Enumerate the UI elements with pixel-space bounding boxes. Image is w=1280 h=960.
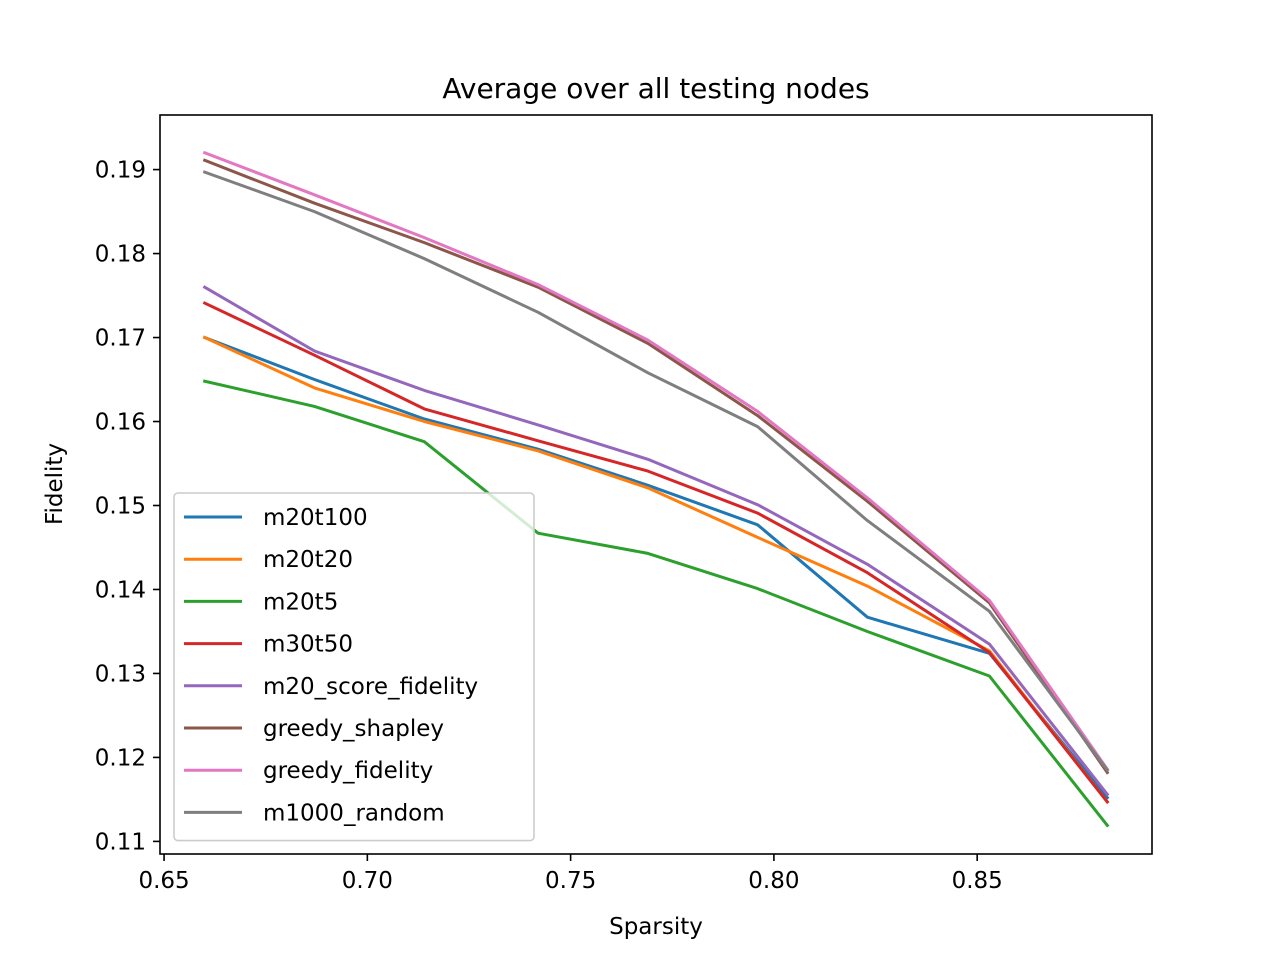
legend-label: m1000_random	[263, 800, 445, 826]
legend-label: m20t5	[263, 589, 338, 615]
series-line-m20t5	[202, 379, 1110, 828]
x-tick-label: 0.80	[748, 868, 799, 894]
x-tick-label: 0.85	[952, 868, 1003, 894]
plot-frame	[159, 114, 1153, 855]
y-tick-label: 0.17	[95, 326, 146, 352]
y-tick-label: 0.12	[95, 745, 146, 771]
series-line-m1000-random	[202, 170, 1110, 773]
y-tick-label: 0.14	[95, 577, 146, 603]
x-tick-label: 0.75	[545, 868, 596, 894]
y-tick-label: 0.18	[95, 242, 146, 268]
series-layer	[202, 150, 1110, 828]
x-axis: 0.65 0.70 0.75 0.80 0.85	[138, 854, 1003, 894]
series-line-greedy-shapley	[202, 158, 1110, 775]
series-line-greedy-fidelity	[202, 150, 1110, 772]
y-axis-title: Fidelity	[42, 443, 68, 525]
series-line-m30t50	[202, 301, 1110, 805]
chart-title: Average over all testing nodes	[442, 72, 869, 105]
y-axis: 0.11 0.12 0.13 0.14 0.15 0.16 0.17 0.18 0.19	[95, 158, 160, 855]
series-line-m20t20	[202, 335, 1110, 805]
legend-label: m20t20	[263, 547, 353, 573]
legend-label: m30t50	[263, 632, 353, 658]
x-tick-label: 0.65	[138, 868, 189, 894]
legend: m20t100 m20t20 m20t5 m30t50 m20_score_fideli…	[173, 492, 535, 842]
series-line-m20-score-fidelity	[202, 285, 1110, 797]
y-tick-label: 0.15	[95, 493, 146, 519]
legend-frame	[173, 492, 535, 842]
x-tick-label: 0.70	[342, 868, 393, 894]
y-tick-label: 0.13	[95, 661, 146, 687]
legend-label: m20t100	[263, 505, 368, 531]
y-tick-label: 0.19	[95, 158, 146, 184]
legend-label: greedy_fidelity	[263, 758, 433, 784]
legend-label: greedy_shapley	[263, 716, 444, 742]
x-axis-title: Sparsity	[609, 914, 703, 940]
series-line-m20t100	[202, 335, 1110, 800]
y-tick-label: 0.11	[95, 829, 146, 855]
y-tick-label: 0.16	[95, 410, 146, 436]
legend-label: m20_score_fidelity	[263, 674, 478, 700]
